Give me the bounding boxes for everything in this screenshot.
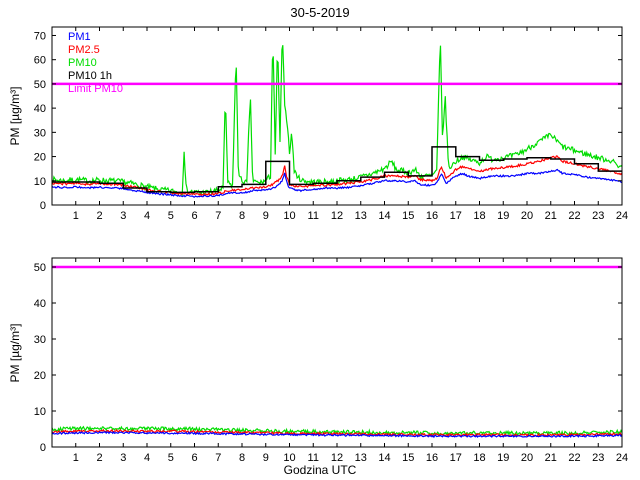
x-tick-label: 13: [355, 452, 367, 464]
legend-item-pm1: PM1: [68, 31, 91, 43]
series-pm10-1h: [52, 146, 622, 194]
x-tick-label: 9: [263, 210, 269, 222]
legend: PM1 PM2.5 PM10 PM10 1h Limit PM10: [68, 31, 123, 96]
x-tick-label: 3: [120, 210, 126, 222]
x-tick-label: 11: [308, 210, 319, 222]
y-tick-label: 60: [34, 55, 46, 67]
x-tick-label: 5: [168, 210, 174, 222]
y-axis-label-top: PM [µg/m³]: [8, 86, 22, 146]
x-tick-label: 10: [283, 210, 295, 222]
x-tick-label: 5: [168, 452, 174, 464]
legend-item-limit-pm10: Limit PM10: [68, 83, 124, 95]
y-tick-label: 10: [34, 406, 46, 418]
x-tick-label: 14: [378, 210, 390, 222]
y-tick-label: 70: [34, 30, 46, 42]
top-panel-series: [52, 45, 622, 198]
legend-item-pm10-1h: PM10 1h: [68, 70, 113, 82]
chart-title: 30-5-2019: [290, 5, 350, 20]
legend-item-pm2-5: PM2.5: [68, 44, 100, 56]
x-tick-label: 23: [592, 210, 604, 222]
y-axis-label-bottom: PM [µg/m³]: [8, 323, 22, 383]
x-tick-label: 17: [450, 452, 462, 464]
axes-box-top: [51, 26, 623, 206]
bottom-panel-series: [52, 265, 622, 439]
x-tick-label: 19: [497, 210, 509, 222]
x-tick-label: 15: [402, 452, 414, 464]
x-tick-label: 9: [263, 452, 269, 464]
series-pm1: [52, 168, 622, 198]
legend-item-pm10: PM10: [68, 57, 97, 69]
y-tick-label: 10: [34, 176, 46, 188]
y-tick-label: 40: [34, 298, 46, 310]
x-tick-label: 18: [473, 210, 485, 222]
x-tick-label: 21: [545, 210, 557, 222]
x-tick-label: 22: [568, 210, 580, 222]
x-tick-label: 19: [497, 452, 509, 464]
x-tick-label: 23: [592, 452, 604, 464]
x-tick-label: 17: [450, 210, 462, 222]
x-tick-label: 22: [568, 452, 580, 464]
x-tick-label: 16: [426, 452, 438, 464]
x-tick-label: 6: [191, 452, 197, 464]
axes-box-bottom: [51, 257, 623, 448]
series-pm2-5: [52, 428, 622, 437]
x-tick-label: 24: [616, 210, 628, 222]
x-tick-label: 12: [331, 210, 343, 222]
x-tick-label: 3: [120, 452, 126, 464]
x-tick-label: 1: [73, 452, 79, 464]
x-tick-label: 8: [239, 210, 245, 222]
x-tick-label: 4: [144, 452, 150, 464]
x-tick-label: 24: [616, 452, 628, 464]
x-tick-label: 2: [96, 210, 102, 222]
y-tick-label: 20: [34, 152, 46, 164]
x-tick-label: 15: [402, 210, 414, 222]
series-pm1: [52, 430, 622, 439]
x-tick-label: 20: [521, 210, 533, 222]
x-tick-label: 7: [215, 210, 221, 222]
x-tick-label: 4: [144, 210, 150, 222]
series-pm10: [52, 45, 622, 197]
x-tick-label: 12: [331, 452, 343, 464]
x-tick-label: 2: [96, 452, 102, 464]
x-tick-label: 7: [215, 452, 221, 464]
x-tick-label: 14: [378, 452, 390, 464]
x-tick-label: 6: [191, 210, 197, 222]
y-tick-label: 0: [40, 200, 46, 212]
x-tick-label: 13: [355, 210, 367, 222]
x-tick-label: 21: [545, 452, 557, 464]
y-tick-label: 40: [34, 103, 46, 115]
x-tick-label: 11: [308, 452, 319, 464]
y-tick-label: 50: [34, 79, 46, 91]
x-tick-label: 10: [283, 452, 295, 464]
x-tick-label: 18: [473, 452, 485, 464]
x-tick-label: 20: [521, 452, 533, 464]
y-tick-label: 50: [34, 262, 46, 274]
y-tick-label: 30: [34, 127, 46, 139]
y-tick-label: 30: [34, 334, 46, 346]
x-tick-label: 16: [426, 210, 438, 222]
y-tick-label: 0: [40, 442, 46, 454]
x-tick-label: 1: [73, 210, 79, 222]
y-tick-label: 20: [34, 370, 46, 382]
x-axis-label: Godzina UTC: [283, 463, 357, 477]
x-tick-label: 8: [239, 452, 245, 464]
